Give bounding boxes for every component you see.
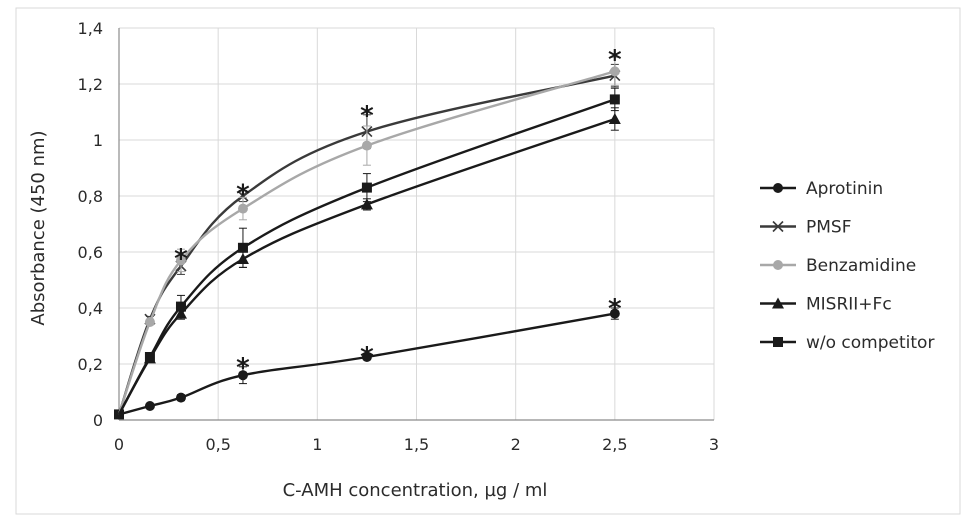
x-tick-label: 0,5 — [205, 435, 230, 454]
y-tick-label: 1 — [93, 131, 103, 150]
x-tick-label: 3 — [709, 435, 719, 454]
marker-stroke — [772, 220, 784, 233]
x-axis-title: C-AMH concentration, µg / ml — [283, 480, 548, 501]
axes: 0 0,2 0,4 0,6 0,8 1 1,2 1,4 0 0,5 1 1,5 2 2,5 3 — [78, 19, 720, 454]
data-point — [609, 94, 620, 105]
series-group — [114, 56, 621, 420]
y-tick-label: 0 — [93, 411, 103, 430]
data-point — [361, 352, 372, 362]
significance-asterisk: * — [360, 342, 374, 372]
y-tick-label: 0,4 — [78, 299, 103, 318]
legend-label: MISRII+Fc — [806, 295, 892, 315]
data-point — [360, 198, 373, 210]
legend-marker — [773, 183, 783, 193]
legend-label: Aprotinin — [806, 179, 883, 199]
x-tick-label: 1,5 — [404, 435, 429, 454]
data-point — [175, 301, 186, 312]
data-point — [237, 190, 249, 202]
data-point — [144, 401, 155, 411]
data-point — [361, 182, 372, 193]
y-tick-label: 0,2 — [78, 355, 103, 374]
legend-label: w/o competitor — [806, 333, 934, 353]
y-tick-label: 0,8 — [78, 187, 103, 206]
legend-label: Benzamidine — [806, 256, 916, 276]
y-axis-title: Absorbance (450 nm) — [28, 130, 49, 325]
data-point — [608, 113, 621, 124]
legend-item-aprotinin: Aprotinin — [760, 179, 883, 199]
significance-asterisk: * — [174, 244, 188, 274]
y-tick-label: 1,4 — [78, 19, 103, 38]
legend: Aprotinin PMSF Benzamidine MISRII+Fc w/o com… — [760, 179, 934, 353]
annotations: * * * * * * * — [174, 45, 622, 383]
y-tick-label: 0,6 — [78, 243, 103, 262]
legend-marker — [773, 260, 783, 270]
x-tick-label: 1 — [312, 435, 322, 454]
legend-marker — [772, 297, 784, 309]
significance-asterisk: * — [360, 101, 374, 131]
data-point — [237, 242, 248, 253]
data-point — [237, 203, 248, 214]
data-point — [175, 392, 186, 403]
x-tick-label: 0 — [114, 435, 124, 454]
significance-asterisk: * — [608, 45, 622, 75]
data-point — [361, 140, 372, 151]
legend-item-misrii-fc: MISRII+Fc — [760, 295, 892, 315]
legend-marker — [772, 220, 784, 233]
legend-item-w-o-competitor: w/o competitor — [760, 333, 934, 353]
data-point — [144, 317, 155, 327]
legend-label: PMSF — [806, 218, 852, 238]
data-point — [175, 255, 186, 266]
significance-asterisk: * — [608, 294, 622, 324]
x-tick-label: 2,5 — [602, 435, 627, 454]
y-tick-label: 1,2 — [78, 75, 103, 94]
chart-frame — [15, 7, 961, 515]
data-point — [609, 308, 620, 319]
significance-asterisk: * — [236, 353, 250, 383]
legend-item-benzamidine: Benzamidine — [760, 256, 916, 276]
significance-asterisk: * — [236, 179, 250, 209]
legend-item-pmsf: PMSF — [760, 218, 852, 238]
data-point — [237, 370, 248, 381]
data-point — [609, 66, 620, 77]
series-w-o-competitor — [117, 87, 620, 415]
data-point — [144, 352, 155, 362]
legend-marker — [773, 337, 783, 347]
series-benzamidine — [117, 56, 620, 415]
marker-stroke — [237, 190, 249, 202]
x-tick-label: 2 — [511, 435, 521, 454]
